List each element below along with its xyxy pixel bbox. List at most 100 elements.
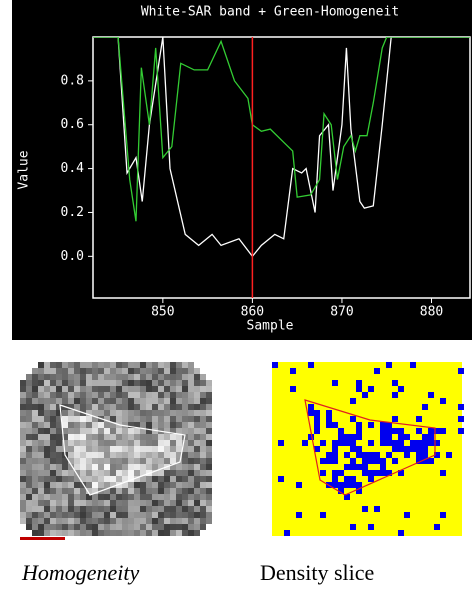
pixel bbox=[68, 470, 74, 476]
pixel bbox=[440, 470, 446, 476]
pixel bbox=[92, 458, 98, 464]
pixel bbox=[128, 530, 134, 536]
pixel bbox=[158, 398, 164, 404]
pixel bbox=[98, 476, 104, 482]
pixel bbox=[200, 434, 206, 440]
pixel bbox=[188, 512, 194, 518]
pixel bbox=[68, 476, 74, 482]
pixel bbox=[146, 488, 152, 494]
pixel bbox=[50, 416, 56, 422]
pixel bbox=[116, 380, 122, 386]
pixel bbox=[98, 446, 104, 452]
pixel bbox=[62, 362, 68, 368]
pixel bbox=[134, 482, 140, 488]
pixel bbox=[74, 422, 80, 428]
pixel bbox=[170, 380, 176, 386]
pixel bbox=[170, 386, 176, 392]
pixel bbox=[140, 446, 146, 452]
pixel bbox=[32, 374, 38, 380]
pixel bbox=[182, 458, 188, 464]
pixel bbox=[68, 524, 74, 530]
pixel bbox=[170, 428, 176, 434]
pixel bbox=[128, 392, 134, 398]
pixel bbox=[122, 392, 128, 398]
pixel bbox=[338, 470, 344, 476]
pixel bbox=[200, 416, 206, 422]
pixel bbox=[38, 518, 44, 524]
data-line bbox=[93, 37, 470, 222]
pixel bbox=[56, 464, 62, 470]
pixel bbox=[200, 458, 206, 464]
pixel bbox=[56, 380, 62, 386]
pixel bbox=[98, 518, 104, 524]
pixel bbox=[122, 482, 128, 488]
pixel bbox=[194, 464, 200, 470]
pixel bbox=[332, 422, 338, 428]
pixel bbox=[128, 428, 134, 434]
pixel bbox=[434, 440, 440, 446]
pixel bbox=[68, 446, 74, 452]
pixel bbox=[206, 428, 212, 434]
pixel bbox=[200, 482, 206, 488]
pixel bbox=[80, 488, 86, 494]
pixel bbox=[20, 446, 26, 452]
pixel bbox=[176, 512, 182, 518]
pixel bbox=[164, 500, 170, 506]
pixel bbox=[140, 530, 146, 536]
chart-title: White-SAR band + Green-Homogeneit bbox=[141, 5, 399, 20]
pixel bbox=[32, 524, 38, 530]
pixel bbox=[188, 476, 194, 482]
pixel bbox=[440, 398, 446, 404]
pixel bbox=[68, 386, 74, 392]
pixel bbox=[194, 380, 200, 386]
pixel bbox=[182, 404, 188, 410]
pixel bbox=[350, 458, 356, 464]
pixel bbox=[32, 416, 38, 422]
pixel bbox=[134, 476, 140, 482]
pixel bbox=[182, 476, 188, 482]
pixel bbox=[206, 398, 212, 404]
pixel bbox=[200, 500, 206, 506]
pixel bbox=[140, 416, 146, 422]
pixel bbox=[350, 482, 356, 488]
pixel bbox=[92, 518, 98, 524]
pixel bbox=[26, 374, 32, 380]
pixel bbox=[110, 446, 116, 452]
pixel bbox=[164, 470, 170, 476]
pixel bbox=[38, 440, 44, 446]
pixel bbox=[20, 428, 26, 434]
pixel bbox=[98, 494, 104, 500]
pixel bbox=[182, 416, 188, 422]
pixel bbox=[206, 476, 212, 482]
pixel bbox=[44, 530, 50, 536]
pixel bbox=[80, 434, 86, 440]
pixel bbox=[170, 494, 176, 500]
pixel bbox=[80, 524, 86, 530]
pixel bbox=[158, 482, 164, 488]
pixel bbox=[182, 440, 188, 446]
pixel bbox=[200, 512, 206, 518]
pixel bbox=[140, 476, 146, 482]
pixel bbox=[122, 476, 128, 482]
pixel bbox=[68, 422, 74, 428]
pixel bbox=[104, 386, 110, 392]
pixel bbox=[350, 446, 356, 452]
pixel bbox=[206, 464, 212, 470]
pixel bbox=[140, 488, 146, 494]
pixel bbox=[182, 374, 188, 380]
pixel bbox=[62, 458, 68, 464]
pixel bbox=[56, 410, 62, 416]
pixel bbox=[152, 500, 158, 506]
pixel bbox=[164, 494, 170, 500]
pixel bbox=[146, 440, 152, 446]
pixel bbox=[134, 386, 140, 392]
pixel bbox=[350, 416, 356, 422]
pixel bbox=[392, 440, 398, 446]
pixel bbox=[170, 464, 176, 470]
pixel bbox=[356, 386, 362, 392]
pixel bbox=[98, 464, 104, 470]
pixel bbox=[38, 386, 44, 392]
pixel bbox=[80, 494, 86, 500]
pixel bbox=[80, 380, 86, 386]
pixel bbox=[410, 440, 416, 446]
